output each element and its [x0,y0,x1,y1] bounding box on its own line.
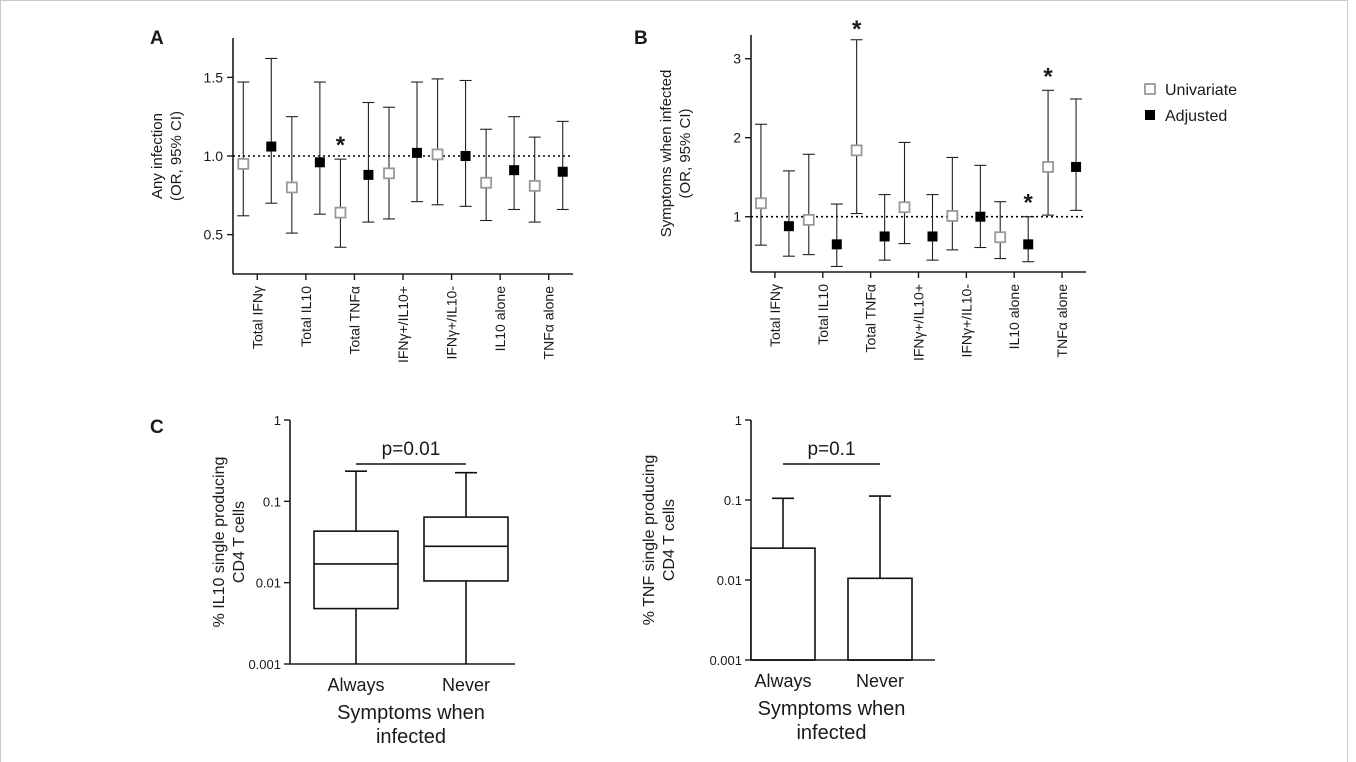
point-univariate [898,201,911,214]
point-adjusted [460,151,471,161]
panel-label-a: A [150,28,164,49]
point-adjusted [927,231,938,242]
box-iqr [423,516,509,582]
point-adjusted [412,147,422,158]
point-univariate [755,197,767,210]
y-tick-label: 0.001 [248,657,281,672]
x-axis-label: Symptoms when [337,702,485,724]
y-axis-label: Any infection [149,113,166,199]
point-univariate [480,176,493,189]
x-tick-label: Total IFNγ [767,284,783,347]
point-univariate [528,179,541,192]
x-axis-label: infected [796,722,866,744]
significance-asterisk: * [336,132,346,159]
x-tick-label: IFNγ+/IL10+ [395,286,411,363]
point-adjusted [975,211,986,222]
x-tick-label: Total IL10 [815,284,831,345]
panel-label-c: C [150,417,164,438]
y-tick-label: 1.5 [204,69,224,85]
panel-c-il10-boxplot: 0.001 0.01 0.1 1 % IL10 single producing CD4 … [211,413,515,748]
y-tick-label: 1 [735,413,742,428]
x-tick-label: TNFα alone [541,286,557,360]
x-axis-label: infected [376,726,446,748]
x-category-label: Always [327,675,384,695]
x-tick-label: IL10 alone [492,286,508,352]
y-tick-label: 0.1 [724,493,742,508]
y-axis-label: (OR, 95% CI) [168,111,185,201]
point-adjusted [557,166,568,177]
point-univariate [1042,161,1054,173]
point-adjusted [1023,239,1034,250]
legend-label: Adjusted [1165,108,1227,125]
point-univariate [802,213,815,226]
x-tick-label: IFNγ+/IL10- [444,286,460,360]
point-univariate [431,148,444,161]
point-adjusted [314,157,325,168]
pvalue-label: p=0.1 [807,439,855,460]
point-univariate [285,181,298,194]
panel-b-forest-plot: 1 2 3 Symptoms when infected (OR, 95% CI) Tot… [658,16,1086,361]
y-axis-label: CD4 T cells [231,501,248,583]
x-tick-label: Total TNFα [346,286,362,355]
y-tick-label: 0.001 [709,653,742,668]
x-tick-label: Total TNFα [863,284,879,353]
y-tick-label: 0.01 [717,573,742,588]
y-tick-label: 1.0 [204,148,224,164]
point-adjusted [783,221,794,232]
legend-marker-univariate [1144,83,1156,95]
point-univariate [994,231,1007,244]
point-univariate [383,167,395,180]
significance-asterisk: * [1043,63,1053,90]
significance-asterisk: * [852,16,862,43]
y-tick-label: 1 [733,209,741,225]
point-adjusted [831,239,842,250]
x-category-label: Never [442,675,490,695]
y-tick-label: 0.5 [204,227,224,243]
x-tick-label: IFNγ+/IL10+ [911,284,927,361]
legend-label: Univariate [1165,82,1237,99]
point-adjusted [266,141,277,152]
x-category-label: Never [856,671,904,691]
x-tick-label: Total IFNγ [249,286,265,349]
panel-c-tnf-boxplot: 0.001 0.01 0.1 1 % TNF single producing CD4 T… [641,413,935,744]
y-axis-label: % TNF single producing [641,455,658,625]
legend: Univariate Adjusted [1144,82,1237,125]
y-tick-label: 3 [733,51,741,67]
box-iqr [750,547,816,661]
x-axis-label: Symptoms when [758,698,906,720]
y-axis-label: Symptoms when infected [658,70,675,238]
point-univariate [237,157,250,170]
pvalue-label: p=0.01 [382,439,441,460]
y-tick-label: 0.1 [263,494,281,509]
y-tick-label: 2 [733,130,741,146]
x-tick-label: TNFα alone [1054,284,1070,358]
point-univariate [334,206,347,219]
box-iqr [313,530,399,610]
point-adjusted [363,169,374,180]
point-adjusted [1071,161,1082,172]
point-adjusted [509,165,520,176]
point-univariate [850,144,863,157]
significance-asterisk: * [1024,190,1034,217]
point-adjusted [879,231,890,242]
y-axis-label: (OR, 95% CI) [677,108,694,198]
y-axis-label: CD4 T cells [661,499,678,581]
y-axis-label: % IL10 single producing [211,457,228,628]
point-univariate [946,210,959,222]
y-tick-label: 1 [274,413,281,428]
x-tick-label: Total IL10 [298,286,314,347]
panel-label-b: B [634,28,648,49]
box-iqr [847,577,913,661]
x-category-label: Always [754,671,811,691]
legend-marker-adjusted [1145,110,1155,120]
x-tick-label: IL10 alone [1006,284,1022,350]
x-tick-label: IFNγ+/IL10- [958,284,974,358]
panel-a-forest-plot: 0.5 1.0 1.5 Any infection (OR, 95% CI) Total … [149,38,573,363]
y-tick-label: 0.01 [256,576,281,591]
